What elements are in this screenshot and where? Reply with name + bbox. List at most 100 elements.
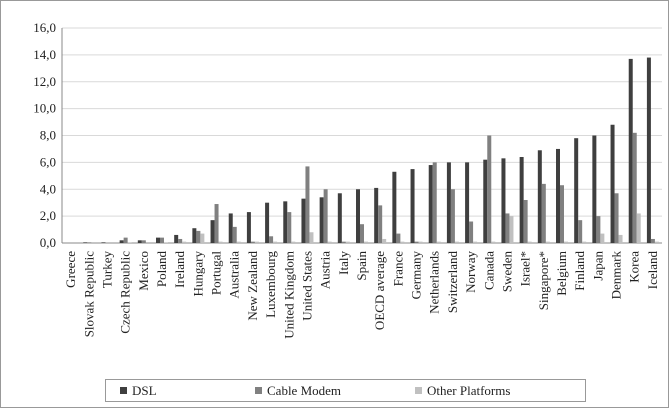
bar — [360, 224, 364, 243]
bar — [465, 162, 470, 243]
x-tick-label: Austria — [318, 251, 333, 290]
bar — [192, 228, 197, 243]
legend-label: Cable Modem — [267, 383, 341, 398]
y-tick-label: 2,0 — [40, 208, 56, 223]
x-tick-label: Switzerland — [445, 251, 460, 314]
bar — [487, 135, 492, 243]
x-tick-label: New Zealand — [245, 251, 260, 321]
bar — [418, 241, 423, 243]
bar — [628, 58, 633, 243]
x-tick-label: Norway — [463, 251, 478, 293]
x-tick-label: Luxembourg — [263, 251, 278, 318]
bar — [654, 241, 659, 243]
x-tick-label: OECD average — [372, 251, 387, 330]
bar — [636, 213, 641, 243]
bar — [650, 238, 655, 243]
bar — [541, 183, 546, 243]
bar — [156, 237, 160, 243]
bar — [501, 158, 506, 243]
x-tick-label: Hungary — [190, 251, 205, 297]
bar — [446, 162, 451, 243]
x-tick-label: Australia — [227, 251, 242, 299]
bar — [160, 237, 164, 243]
bar — [545, 241, 550, 243]
bar — [450, 189, 455, 243]
bar — [218, 241, 223, 243]
x-tick-label: Italy — [336, 251, 351, 275]
legend-box — [105, 379, 586, 402]
bar — [210, 220, 215, 243]
bar — [123, 237, 128, 243]
bar — [396, 233, 401, 243]
bar — [574, 138, 579, 243]
legend-label: DSL — [132, 383, 157, 398]
legend-swatch — [415, 387, 422, 394]
bar — [174, 234, 179, 243]
x-tick-label: Israel* — [518, 251, 533, 286]
x-tick-label: Ireland — [172, 251, 187, 288]
bar — [483, 159, 488, 243]
bar — [214, 204, 219, 243]
x-tick-label: Netherlands — [427, 251, 442, 314]
bar — [582, 241, 587, 243]
bar — [287, 212, 292, 243]
y-tick-label: 8,0 — [40, 128, 56, 143]
bar — [232, 226, 237, 243]
bar — [246, 212, 251, 243]
bar — [323, 189, 328, 243]
x-tick-label: Germany — [409, 251, 424, 300]
bar — [374, 187, 379, 243]
bar — [337, 193, 342, 243]
bar — [305, 166, 310, 243]
y-tick-label: 10,0 — [33, 101, 56, 116]
bar — [283, 201, 288, 243]
x-tick-label: Czech Republic — [118, 251, 133, 334]
bar — [182, 241, 187, 243]
bar — [632, 132, 637, 243]
bar — [564, 241, 568, 243]
bar — [432, 162, 437, 243]
bar — [578, 220, 583, 243]
bar — [392, 171, 397, 243]
bar — [137, 240, 142, 243]
bar — [596, 216, 601, 243]
x-tick-label: Spain — [354, 251, 369, 281]
bar — [610, 124, 615, 243]
x-tick-label: France — [390, 251, 405, 287]
bar — [164, 242, 168, 243]
bar — [560, 185, 564, 243]
bar — [341, 241, 346, 243]
y-tick-label: 12,0 — [33, 74, 56, 89]
x-tick-label: Sweden — [499, 251, 514, 293]
x-tick-label: United Kingdom — [281, 251, 296, 339]
x-tick-label: Belgium — [554, 251, 569, 296]
x-tick-label: Iceland — [645, 251, 660, 290]
bar — [414, 241, 419, 243]
legend-label: Other Platforms — [427, 383, 510, 398]
bar — [319, 197, 324, 243]
bar — [537, 150, 542, 243]
legend-swatch — [255, 387, 262, 394]
bar — [345, 241, 350, 243]
bar — [436, 241, 441, 243]
bar — [473, 241, 478, 243]
bar — [454, 241, 459, 243]
x-tick-label: Finland — [572, 251, 587, 291]
bar — [364, 241, 368, 243]
y-tick-label: 14,0 — [33, 47, 56, 62]
bar — [527, 241, 532, 243]
bar — [291, 241, 296, 243]
bar — [428, 165, 433, 243]
bar — [382, 238, 387, 243]
x-tick-label: Mexico — [136, 251, 151, 291]
x-tick-label: Singapore* — [536, 251, 551, 310]
legend-swatch — [120, 387, 127, 394]
bar — [491, 241, 496, 243]
bar — [356, 189, 360, 243]
bar — [301, 198, 306, 243]
bar — [254, 241, 259, 243]
x-tick-label: Japan — [590, 251, 605, 281]
bar — [178, 238, 183, 243]
bar — [83, 242, 88, 243]
